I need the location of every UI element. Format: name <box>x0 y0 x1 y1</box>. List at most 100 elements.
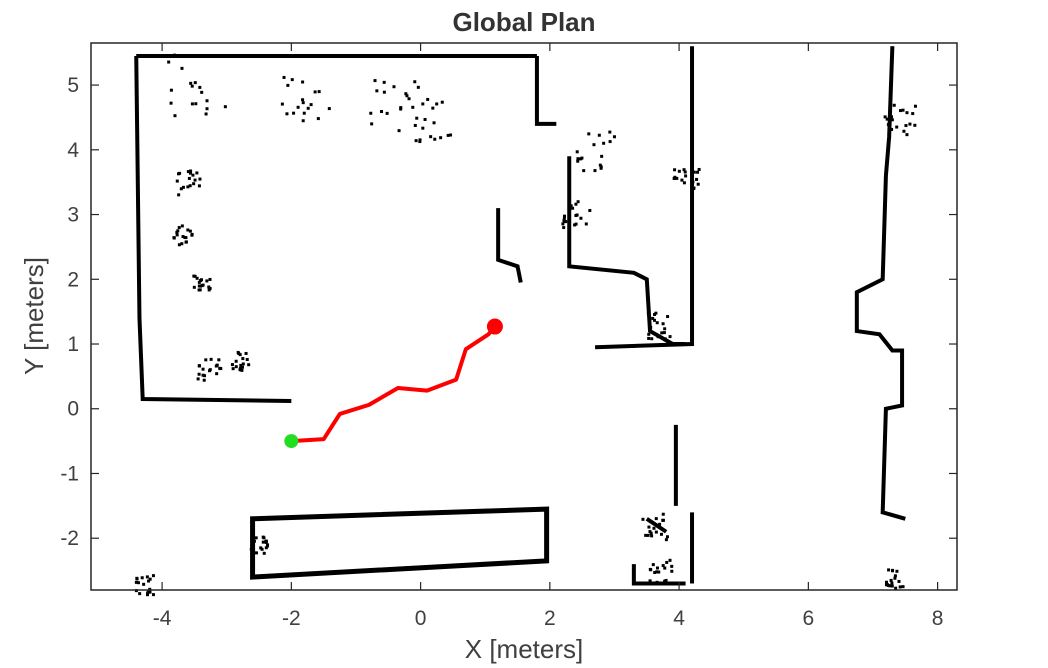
map-noise-speck <box>167 60 171 64</box>
map-noise-speck <box>207 288 211 292</box>
map-noise-speck <box>644 533 648 537</box>
map-noise-speck <box>192 285 196 289</box>
y-tick-label: 3 <box>67 204 79 227</box>
map-noise-speck <box>446 133 450 137</box>
map-noise-speck <box>241 357 245 361</box>
map-noise-speck <box>205 279 209 283</box>
map-noise-speck <box>369 111 373 115</box>
map-noise-speck <box>885 117 889 121</box>
map-noise-speck <box>576 159 580 163</box>
map-noise-speck <box>597 133 601 137</box>
map-noise-speck <box>905 111 909 115</box>
map-noise-speck <box>911 112 915 116</box>
x-tick-label: 4 <box>673 607 685 630</box>
map-noise-speck <box>142 582 146 586</box>
map-noise-speck <box>187 176 191 180</box>
map-noise-speck <box>217 358 221 362</box>
map-noise-speck <box>148 577 152 581</box>
map-noise-speck <box>200 278 204 282</box>
map-noise-speck <box>657 570 661 574</box>
map-noise-speck <box>661 322 665 326</box>
map-noise-speck <box>647 336 651 340</box>
map-noise-speck <box>913 104 917 108</box>
map-noise-speck <box>239 368 243 372</box>
map-noise-speck <box>175 179 179 183</box>
map-noise-speck <box>431 106 435 110</box>
map-noise-speck <box>198 177 202 181</box>
occupancy-map-obstacles <box>134 46 917 597</box>
map-noise-speck <box>375 89 379 93</box>
map-noise-speck <box>652 526 656 530</box>
map-noise-speck <box>238 353 242 357</box>
map-noise-speck <box>195 276 199 280</box>
map-noise-speck <box>136 581 140 585</box>
map-noise-speck <box>219 367 223 371</box>
map-noise-speck <box>173 114 177 118</box>
map-noise-speck <box>309 103 313 107</box>
map-noise-speck <box>584 222 588 226</box>
map-noise-speck <box>655 321 659 325</box>
x-tick-label: 8 <box>932 607 944 630</box>
map-noise-speck <box>198 85 202 89</box>
map-noise-speck <box>684 174 688 178</box>
map-noise-speck <box>663 337 667 341</box>
map-noise-speck <box>405 94 409 98</box>
map-noise-speck <box>200 90 204 94</box>
map-noise-speck <box>582 169 586 173</box>
map-noise-speck <box>432 121 436 125</box>
map-noise-speck <box>661 518 665 522</box>
map-noise-speck <box>691 180 695 184</box>
map-noise-speck <box>282 75 286 79</box>
map-noise-speck <box>904 124 908 128</box>
map-noise-speck <box>665 560 669 564</box>
map-noise-speck <box>562 217 566 221</box>
map-noise-speck <box>653 571 657 575</box>
map-noise-speck <box>668 335 672 339</box>
map-noise-speck <box>648 567 652 571</box>
map-noise-speck <box>223 105 227 109</box>
map-wall <box>496 208 523 283</box>
map-noise-speck <box>249 547 253 551</box>
map-noise-speck <box>673 168 677 172</box>
map-noise-speck <box>151 574 155 578</box>
start-point-marker <box>284 434 299 449</box>
map-noise-speck <box>290 78 294 82</box>
x-tick-label: -2 <box>282 607 301 630</box>
map-noise-speck <box>449 133 453 137</box>
map-noise-speck <box>886 123 890 127</box>
map-noise-speck <box>192 182 196 186</box>
map-noise-speck <box>195 171 199 175</box>
map-noise-speck <box>592 143 596 147</box>
map-noise-speck <box>413 123 417 127</box>
map-noise-speck <box>231 367 235 371</box>
map-noise-speck <box>650 337 654 341</box>
map-noise-speck <box>201 283 205 287</box>
map-noise-speck <box>898 585 902 589</box>
map-noise-speck <box>650 534 654 538</box>
plot-frame <box>90 42 958 591</box>
map-noise-speck <box>646 533 650 537</box>
map-noise-speck <box>891 568 895 572</box>
map-noise-speck <box>561 222 565 226</box>
map-noise-speck <box>135 577 139 581</box>
map-noise-speck <box>175 233 179 237</box>
map-noise-speck <box>893 574 897 578</box>
map-noise-speck <box>418 138 422 142</box>
map-noise-speck <box>569 204 573 208</box>
map-noise-speck <box>239 363 243 367</box>
map-noise-speck <box>186 228 190 232</box>
map-noise-speck <box>600 154 604 158</box>
map-noise-speck <box>660 331 664 335</box>
map-noise-speck <box>147 579 151 583</box>
map-noise-speck <box>654 517 658 521</box>
map-noise-speck <box>890 584 894 588</box>
map-noise-speck <box>652 318 656 322</box>
map-noise-speck <box>205 107 209 111</box>
map-noise-speck <box>562 226 566 230</box>
map-noise-speck <box>397 129 401 133</box>
map-noise-speck <box>316 117 320 121</box>
map-noise-speck <box>197 184 201 188</box>
planned-path-layer <box>284 318 503 449</box>
map-noise-speck <box>230 363 234 367</box>
